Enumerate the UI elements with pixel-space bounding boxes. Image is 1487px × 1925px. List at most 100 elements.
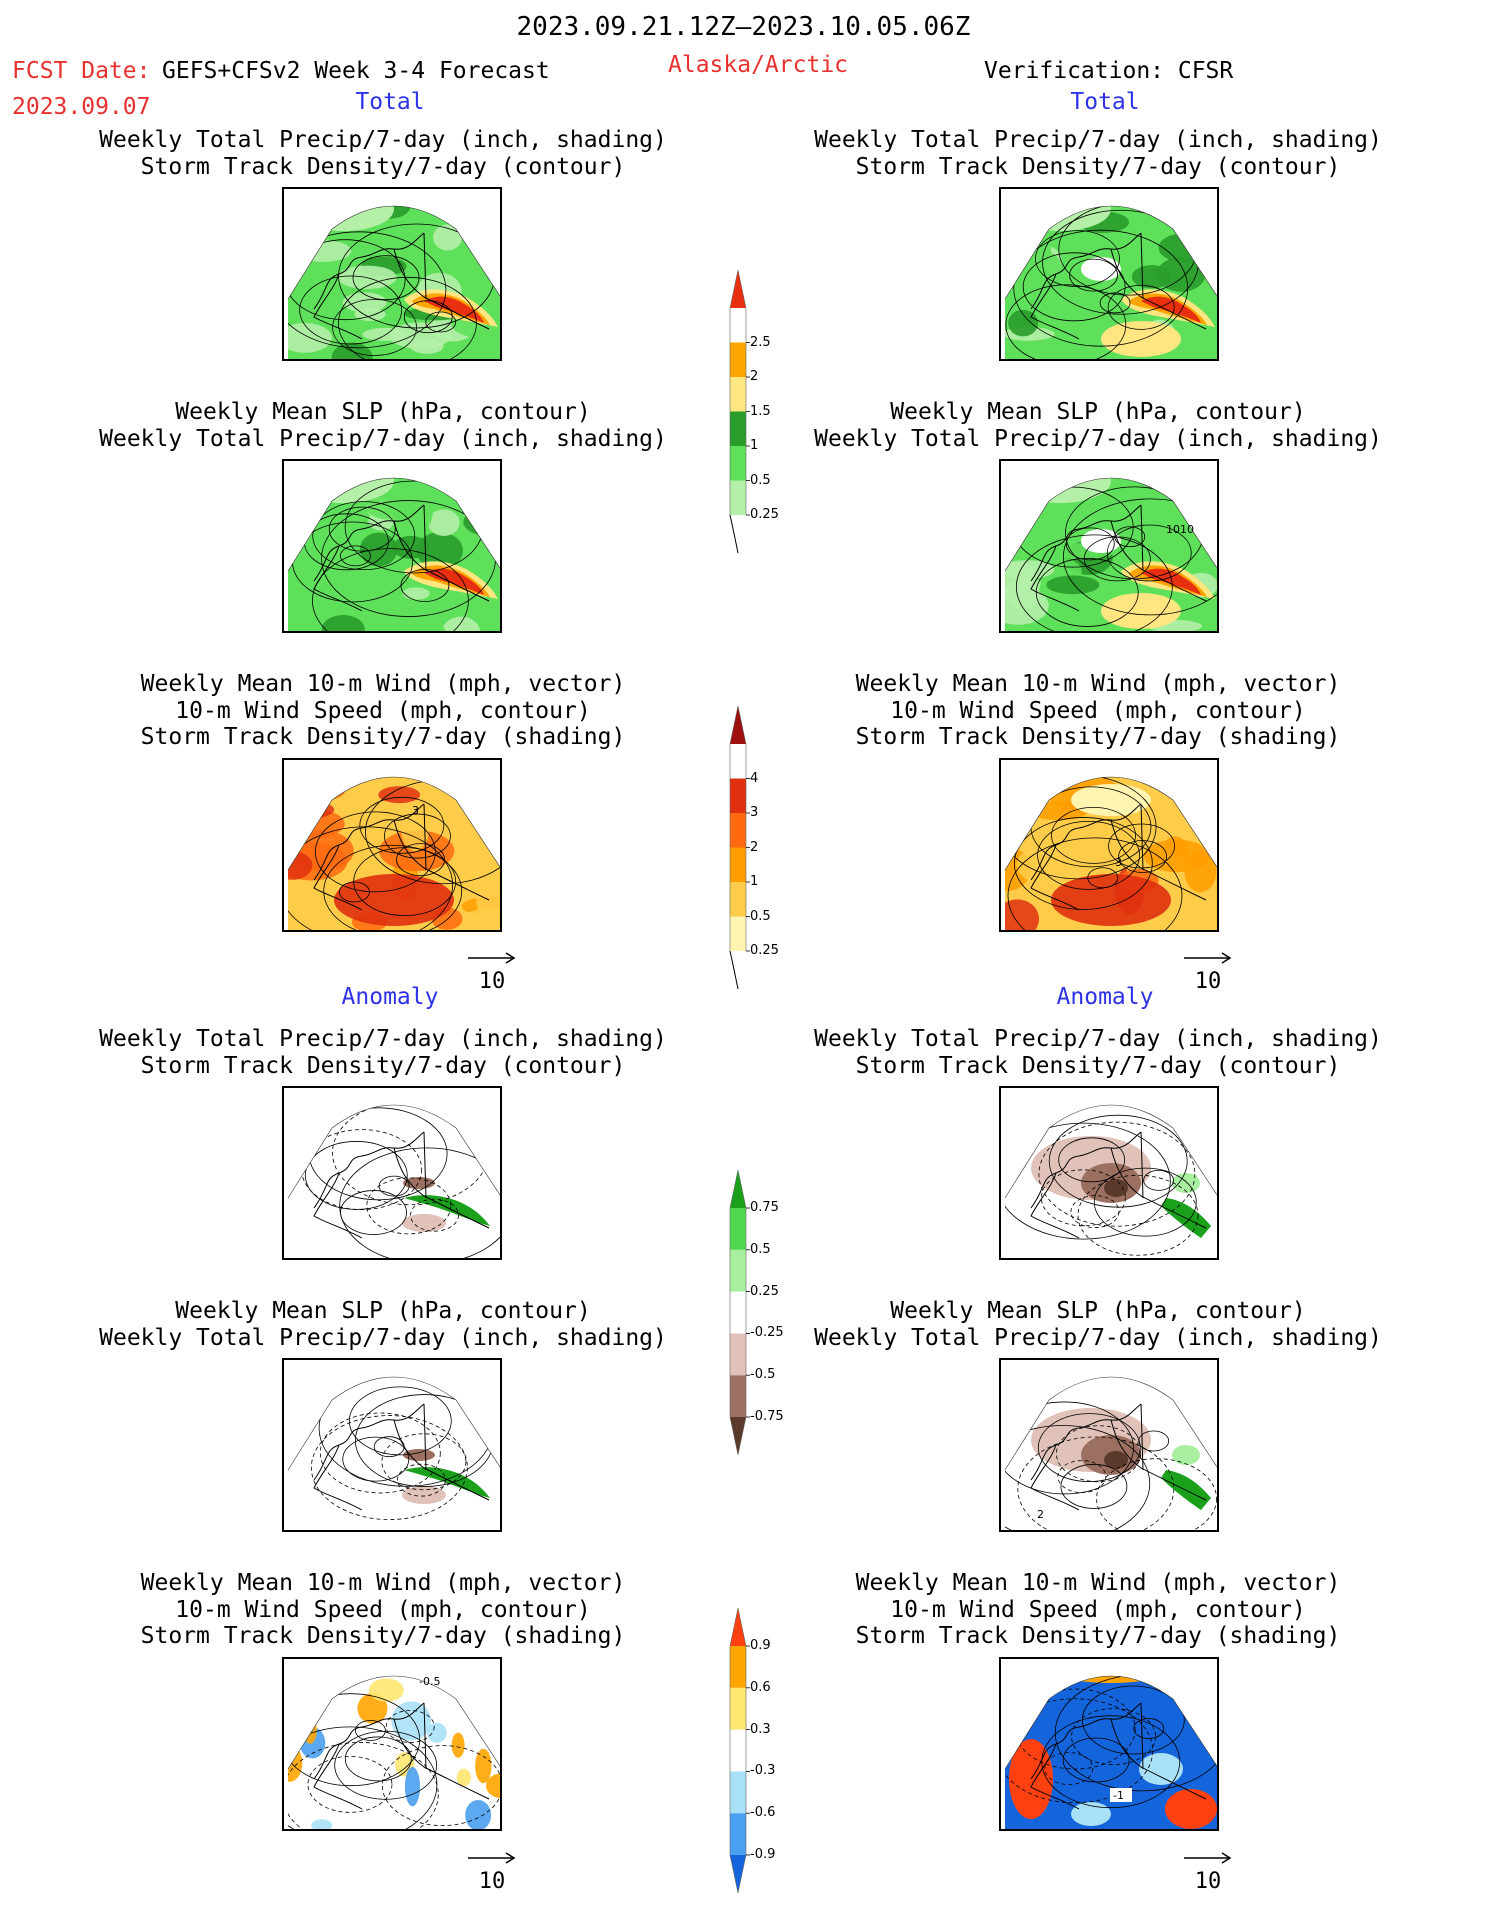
colorbar-tick-label: -0.6 [750, 1805, 776, 1821]
precip-shading [465, 478, 500, 486]
storm-shading [467, 786, 500, 831]
storm-anom-shading [475, 1748, 492, 1784]
map-domain-outline [1004, 205, 1217, 300]
title-precip-storm-anom-left: Weekly Total Precip/7-day (inch, shading… [99, 1026, 667, 1079]
contour-line [1035, 558, 1139, 627]
map-wind-storm-total-right: 3 [999, 758, 1219, 932]
colorbar-segment [730, 1646, 746, 1688]
contour-line [332, 299, 417, 356]
colorbar-segment [730, 1333, 746, 1376]
contour-line [410, 1198, 459, 1232]
colorbar-tick-label: 0.25 [750, 943, 779, 958]
section-anomaly-right: Anomaly [1056, 984, 1154, 1010]
map-precip-storm-anom-right [999, 1086, 1219, 1260]
contour-line [1017, 1436, 1175, 1530]
precip-shading [456, 206, 480, 208]
fcst-date-value: 2023.09.07 [12, 94, 151, 120]
colorbar-tick-label: -0.9 [750, 1847, 776, 1862]
storm-anom-shading [1051, 1676, 1171, 1683]
vector-ref-label: 10 [1194, 969, 1222, 994]
vector-ref-anom-left: 10 [462, 1850, 522, 1894]
colorbar-tick-label: 0.9 [750, 1638, 771, 1653]
contour-line [1048, 1114, 1188, 1208]
colorbar-tick-label: -0.75 [750, 1409, 784, 1424]
precip-shading [392, 535, 430, 559]
contour-line [1138, 1430, 1170, 1452]
contour-line [1063, 498, 1217, 616]
colorbar-tick-label: 2 [750, 839, 759, 855]
contour-label: -0.5 [419, 1675, 440, 1688]
contour-line [396, 843, 445, 877]
contour-line [1065, 527, 1115, 561]
arrow-right-icon [1184, 1852, 1232, 1864]
coastline [313, 803, 490, 911]
precip-shading [1056, 586, 1085, 620]
contour-line [1013, 817, 1153, 910]
map-domain-outline [1004, 477, 1217, 572]
contour-line [359, 796, 445, 854]
map-domain-outline [287, 1675, 500, 1770]
precip-shading [424, 568, 484, 595]
contour-line [1014, 1688, 1136, 1770]
precip-shading [416, 532, 463, 570]
contour-line [384, 813, 451, 859]
coastline [1030, 1702, 1207, 1810]
colorbar-tail [729, 514, 739, 554]
contour-line [334, 1730, 438, 1800]
coastline [313, 1403, 490, 1511]
contour-line [323, 844, 463, 930]
precip-anom-shading [1172, 1445, 1200, 1465]
precip-shading [427, 509, 460, 536]
contour-line [344, 1736, 412, 1782]
contour-line [403, 300, 453, 334]
colorbar-tick-label: 1 [750, 874, 759, 889]
storm-anom-shading [1139, 1753, 1183, 1785]
section-total-right: Total [1070, 89, 1140, 115]
storm-shading [465, 907, 500, 924]
precip-shading [1046, 575, 1100, 595]
contour-line [339, 1147, 500, 1258]
contour-line [1069, 258, 1118, 292]
contour-line [342, 1436, 410, 1482]
colorbar-tick-label: 0.5 [750, 1241, 771, 1257]
date-range-title: 2023.09.21.12Z–2023.10.05.06Z [516, 12, 971, 42]
storm-shading [482, 789, 500, 807]
arrow-right-icon [468, 952, 516, 964]
colorbar-storm-anom: -0.9 -0.6 -0.3 0.3 0.6 0.9 [720, 1607, 840, 1894]
contour-line [1005, 1122, 1171, 1240]
border-line [1140, 232, 1144, 300]
coastline [313, 232, 490, 340]
colorbar-segment [730, 1729, 746, 1772]
storm-anom-shading [1071, 1802, 1111, 1826]
colorbar-segment [730, 1291, 746, 1334]
border-line [1140, 504, 1144, 572]
map-domain-outline [287, 477, 500, 572]
precip-shading [294, 206, 394, 231]
border-line [1140, 803, 1144, 871]
precip-shading [1101, 321, 1181, 357]
contour-line [1051, 807, 1136, 864]
map-wind-storm-anom-right: -1 [999, 1657, 1219, 1831]
contour-line [288, 239, 406, 321]
border-line [1140, 1702, 1144, 1770]
storm-anom-shading [485, 1773, 500, 1799]
precip-shading [354, 307, 386, 321]
contour-line [425, 311, 457, 333]
colorbar-tick-label: 0.25 [750, 1283, 779, 1299]
contour-line [340, 545, 371, 567]
precip-shading [1189, 234, 1217, 250]
precip-anom-shading [403, 1449, 435, 1461]
contour-line [381, 1745, 500, 1827]
arrow-right-icon [1184, 952, 1232, 964]
border-line [423, 803, 427, 871]
border-line [423, 1702, 427, 1770]
fcst-date-label: FCST Date: [12, 58, 151, 84]
map-precip-storm-total-right [999, 187, 1219, 361]
colorbar-segment [730, 778, 746, 813]
storm-anom-shading [303, 1715, 317, 1744]
contour-label: 3 [412, 804, 419, 817]
precip-shading [359, 532, 398, 567]
map-slp-precip-anom-left [282, 1358, 502, 1532]
precip-anom-shading [1104, 1451, 1128, 1469]
colorbar-top-triangle [730, 706, 746, 744]
